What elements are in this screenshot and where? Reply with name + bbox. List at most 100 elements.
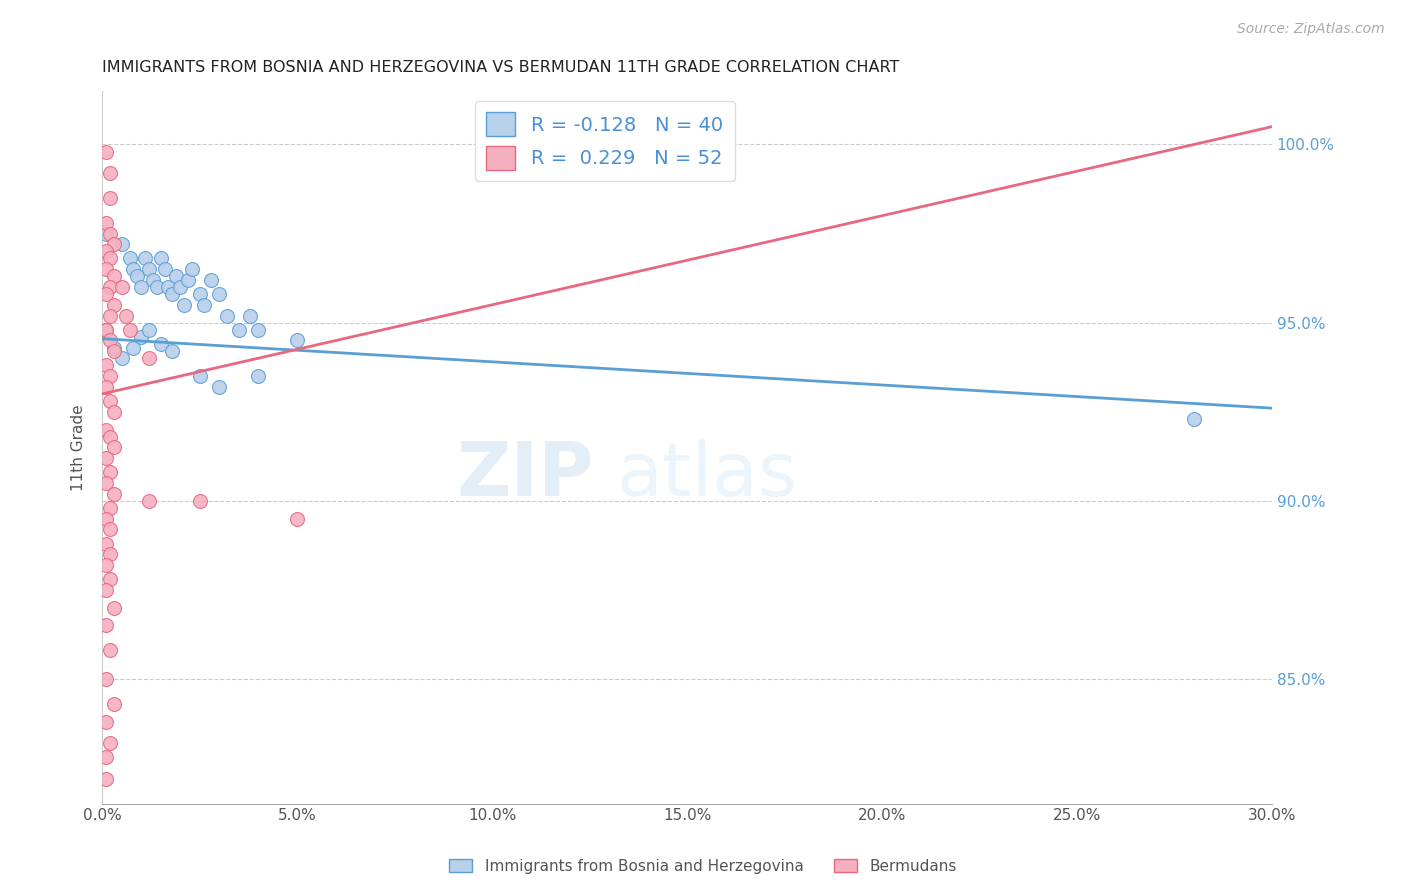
Text: Source: ZipAtlas.com: Source: ZipAtlas.com bbox=[1237, 22, 1385, 37]
Point bbox=[103, 405, 125, 419]
Point bbox=[149, 337, 172, 351]
Point bbox=[98, 280, 121, 294]
Point bbox=[239, 309, 262, 323]
Point bbox=[94, 216, 117, 230]
Point bbox=[98, 334, 121, 348]
Point bbox=[94, 750, 117, 764]
Point bbox=[127, 269, 149, 284]
Point bbox=[98, 643, 121, 657]
Text: IMMIGRANTS FROM BOSNIA AND HERZEGOVINA VS BERMUDAN 11TH GRADE CORRELATION CHART: IMMIGRANTS FROM BOSNIA AND HERZEGOVINA V… bbox=[103, 60, 900, 75]
Point bbox=[138, 351, 160, 366]
Point bbox=[208, 380, 231, 394]
Point bbox=[228, 323, 250, 337]
Point bbox=[188, 369, 211, 384]
Point bbox=[103, 269, 125, 284]
Point bbox=[103, 341, 125, 355]
Point bbox=[94, 475, 117, 490]
Point bbox=[103, 600, 125, 615]
Point bbox=[129, 330, 152, 344]
Point bbox=[142, 273, 165, 287]
Point bbox=[98, 547, 121, 561]
Point bbox=[193, 298, 215, 312]
Point bbox=[208, 287, 231, 301]
Point bbox=[247, 323, 270, 337]
Point bbox=[103, 344, 125, 359]
Point bbox=[94, 380, 117, 394]
Point bbox=[215, 309, 238, 323]
Point bbox=[118, 252, 141, 266]
Point bbox=[153, 262, 176, 277]
Point bbox=[98, 369, 121, 384]
Point bbox=[188, 287, 211, 301]
Point bbox=[173, 298, 195, 312]
Point bbox=[94, 145, 117, 159]
Point bbox=[138, 262, 160, 277]
Point bbox=[138, 493, 160, 508]
Point bbox=[122, 262, 145, 277]
Point bbox=[94, 450, 117, 465]
Text: ZIP: ZIP bbox=[456, 440, 593, 512]
Point bbox=[98, 227, 121, 241]
Point bbox=[177, 273, 200, 287]
Point bbox=[114, 309, 136, 323]
Y-axis label: 11th Grade: 11th Grade bbox=[72, 404, 86, 491]
Point bbox=[180, 262, 202, 277]
Point bbox=[94, 227, 117, 241]
Point bbox=[157, 280, 180, 294]
Point bbox=[162, 287, 184, 301]
Point bbox=[94, 287, 117, 301]
Point bbox=[94, 359, 117, 373]
Point bbox=[146, 280, 169, 294]
Point bbox=[285, 511, 308, 525]
Point bbox=[111, 351, 134, 366]
Point bbox=[188, 493, 211, 508]
Point bbox=[247, 369, 270, 384]
Point bbox=[138, 323, 160, 337]
Legend: Immigrants from Bosnia and Herzegovina, Bermudans: Immigrants from Bosnia and Herzegovina, … bbox=[443, 853, 963, 880]
Point bbox=[149, 252, 172, 266]
Point bbox=[165, 269, 187, 284]
Point bbox=[94, 536, 117, 550]
Point bbox=[1182, 412, 1205, 426]
Legend: R = -0.128   N = 40, R =  0.229   N = 52: R = -0.128 N = 40, R = 0.229 N = 52 bbox=[475, 101, 735, 181]
Point bbox=[134, 252, 156, 266]
Point bbox=[98, 522, 121, 536]
Point bbox=[129, 280, 152, 294]
Point bbox=[94, 558, 117, 572]
Point bbox=[94, 772, 117, 786]
Point bbox=[111, 280, 134, 294]
Point bbox=[98, 500, 121, 515]
Point bbox=[94, 244, 117, 259]
Point bbox=[98, 309, 121, 323]
Point bbox=[122, 341, 145, 355]
Point bbox=[118, 323, 141, 337]
Point bbox=[103, 486, 125, 500]
Point bbox=[111, 237, 134, 252]
Point bbox=[94, 423, 117, 437]
Point bbox=[94, 582, 117, 597]
Point bbox=[98, 166, 121, 180]
Text: atlas: atlas bbox=[617, 440, 797, 512]
Point bbox=[94, 618, 117, 632]
Point bbox=[94, 714, 117, 729]
Point bbox=[200, 273, 222, 287]
Point bbox=[98, 430, 121, 444]
Point bbox=[103, 697, 125, 711]
Point bbox=[98, 572, 121, 586]
Point bbox=[169, 280, 191, 294]
Point bbox=[103, 237, 125, 252]
Point bbox=[98, 465, 121, 479]
Point bbox=[94, 672, 117, 686]
Point bbox=[98, 394, 121, 409]
Point bbox=[98, 191, 121, 205]
Point bbox=[94, 323, 117, 337]
Point bbox=[98, 252, 121, 266]
Point bbox=[94, 262, 117, 277]
Point bbox=[103, 440, 125, 454]
Point bbox=[98, 736, 121, 750]
Point bbox=[103, 298, 125, 312]
Point bbox=[94, 511, 117, 525]
Point bbox=[285, 334, 308, 348]
Point bbox=[94, 323, 117, 337]
Point bbox=[162, 344, 184, 359]
